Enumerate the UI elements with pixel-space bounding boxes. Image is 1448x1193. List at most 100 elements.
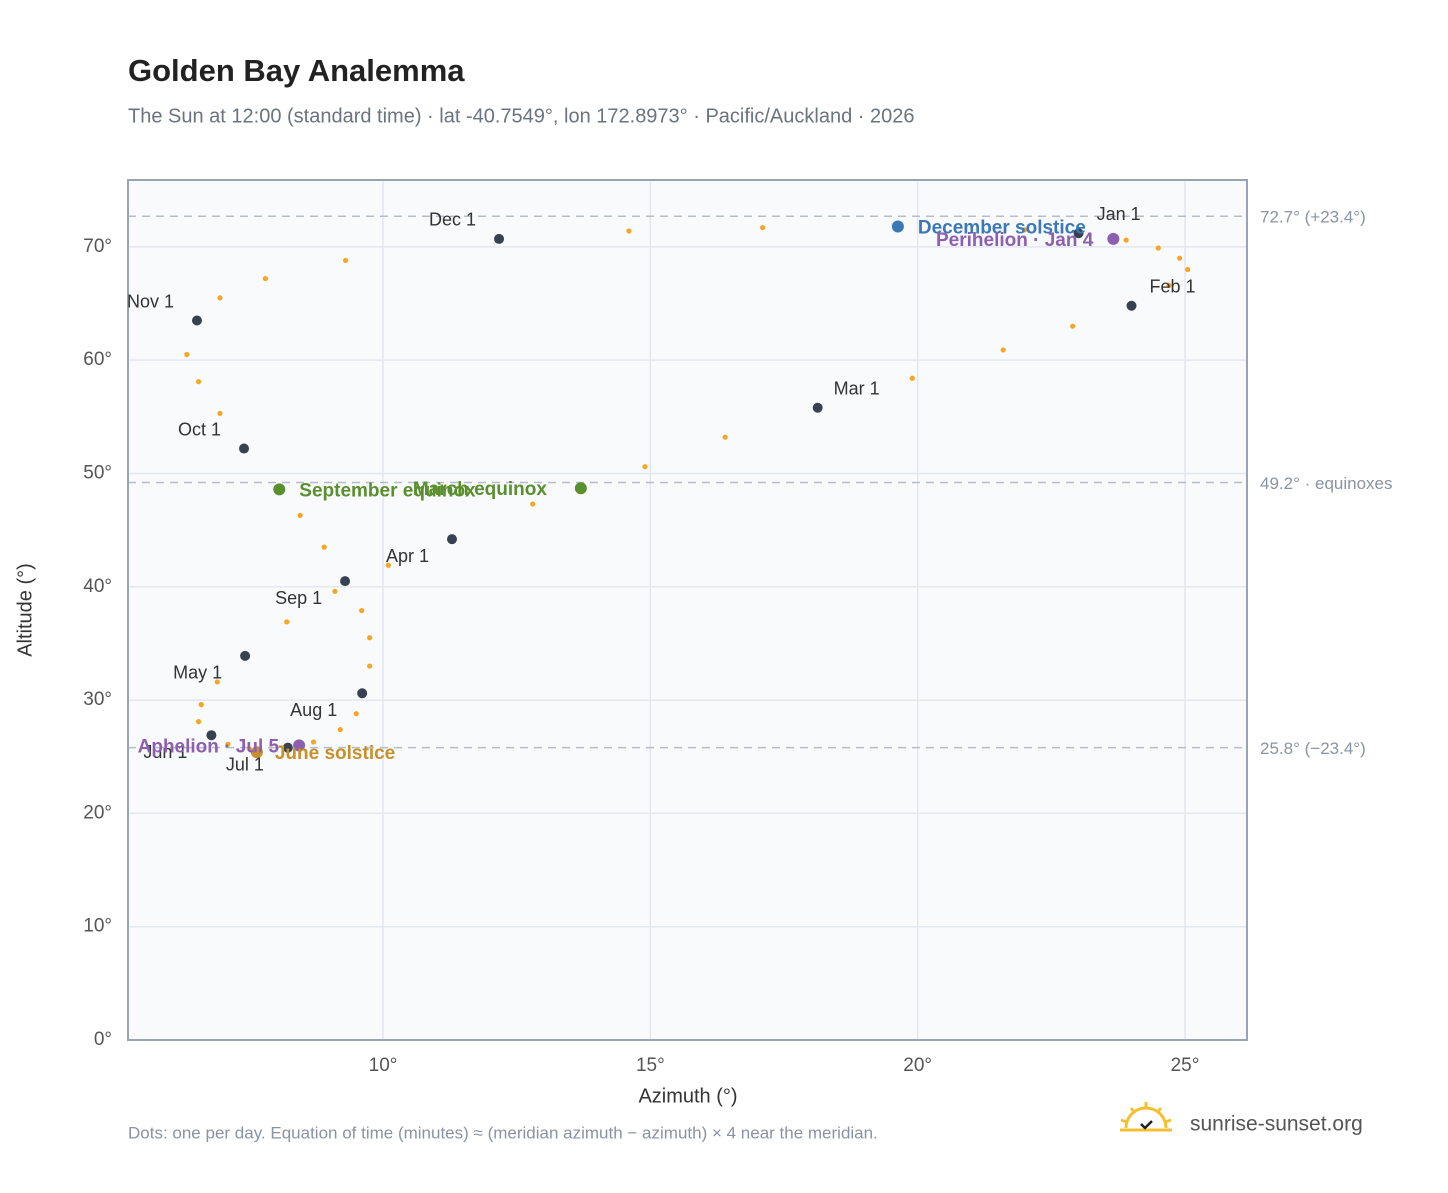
day-dot [198,702,204,708]
month-label: Dec 1 [429,210,476,230]
day-dot [342,257,349,264]
day-dot [1185,266,1191,273]
day-dot [367,663,373,669]
x-tick-label: 15° [636,1055,665,1076]
day-dot [246,746,252,752]
y-axis-label: Altitude (°) [14,563,36,657]
day-dot [184,351,190,358]
month-label: Feb 1 [1150,277,1196,297]
reference-label: 49.2° · equinoxes [1260,474,1393,493]
x-axis-label: Azimuth (°) [638,1085,737,1107]
event-label: June solstice [275,743,395,764]
event-marker [273,483,286,496]
month-marker [340,576,351,587]
plot-frame [127,179,1248,1041]
y-tick-label: 20° [83,802,112,823]
event-marker [1107,232,1120,245]
day-dot [1155,245,1161,251]
reference-label: 72.7° (+23.4°) [1260,208,1366,227]
day-dot [909,375,915,381]
day-dot [297,512,303,518]
month-label: Jan 1 [1097,204,1141,224]
month-marker [191,315,202,326]
y-tick-label: 40° [83,576,112,597]
month-marker [1073,228,1084,239]
day-dot [217,295,223,301]
month-label: Jul 1 [226,754,264,774]
chart-subtitle: The Sun at 12:00 (standard time) · lat -… [128,105,914,127]
markers [191,220,1137,759]
day-dot [337,726,343,733]
x-tick-label: 25° [1171,1055,1200,1076]
x-tick-label: 20° [903,1055,932,1076]
event-label: March equinox [413,479,548,500]
day-dot [214,679,220,685]
brand-logo [1120,1102,1172,1132]
day-dot [1070,323,1076,329]
month-label: Jun 1 [143,742,187,762]
event-label: December solstice [918,217,1086,238]
y-tick-label: 60° [83,349,112,370]
day-dot [1021,227,1028,233]
day-dot [332,588,338,594]
day-dot [195,719,202,725]
month-marker [206,730,217,741]
chart-title: Golden Bay Analemma [128,53,465,88]
month-label: Oct 1 [178,419,221,439]
event-marker [293,739,306,752]
day-dot [225,741,231,747]
day-dot [195,379,202,385]
day-dot [353,711,359,717]
month-label: Mar 1 [834,378,880,398]
x-tick-label: 10° [369,1055,398,1076]
day-dot [262,275,269,282]
day-dot [217,410,223,417]
day-dot [385,562,391,568]
y-tick-label: 70° [83,236,112,257]
day-dot [321,544,327,550]
day-dot [1177,255,1183,261]
month-marker [812,402,823,413]
day-dot [359,607,365,614]
event-marker [574,482,587,495]
reference-label: 25.8° (−23.4°) [1260,739,1366,758]
month-label: Nov 1 [127,291,174,311]
month-label: Apr 1 [386,546,429,566]
plot-area [128,180,1247,1040]
footnote: Dots: one per day. Equation of time (min… [128,1123,878,1142]
y-tick-label: 50° [83,462,112,483]
month-marker [446,534,457,545]
month-marker [282,742,293,753]
day-dot [310,739,317,745]
event-label: Perihelion · Jan 4 [936,230,1094,251]
month-marker [239,443,250,454]
y-tick-label: 10° [83,916,112,937]
month-marker [494,233,505,244]
day-dot [367,635,373,641]
day-dot [722,434,728,440]
day-dot [760,224,766,231]
event-marker [250,746,263,759]
reference-lines [128,215,1247,749]
event-marker [891,220,904,233]
brand: sunrise-sunset.org [1190,1113,1363,1136]
day-dot [284,619,290,625]
y-tick-label: 0° [94,1029,112,1050]
day-dot [1123,237,1129,243]
event-label: September equinox [299,480,476,501]
y-tick-label: 30° [83,689,112,710]
month-marker [357,688,368,699]
day-dot [530,501,536,507]
month-marker [1126,300,1137,311]
day-dot [1166,282,1172,288]
day-dot [626,228,632,234]
month-label: Aug 1 [290,700,337,720]
month-label: Sep 1 [275,588,322,608]
month-marker [240,650,251,661]
month-label: May 1 [173,663,222,683]
event-label: Aphelion · Jul 5 [138,736,280,757]
day-dot [1000,347,1006,353]
day-dot [642,464,648,470]
